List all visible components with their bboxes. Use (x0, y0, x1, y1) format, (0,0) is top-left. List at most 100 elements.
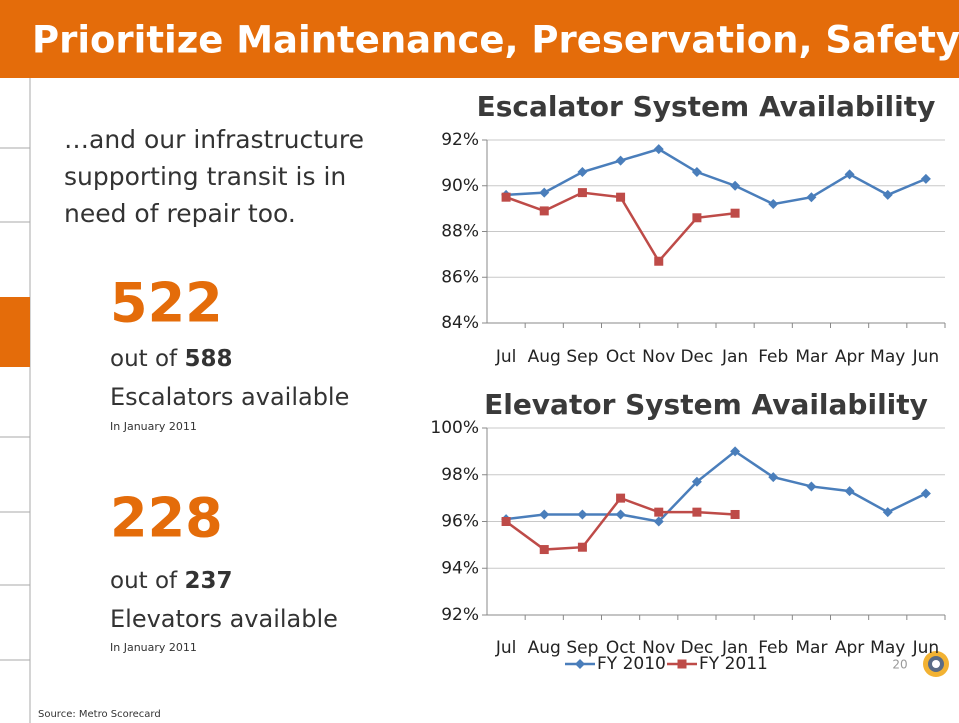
y-tick-label: 92% (441, 605, 479, 625)
point-marker (882, 189, 893, 200)
stat-note: In January 2011 (110, 420, 197, 433)
y-tick-label: 96% (441, 512, 479, 532)
x-tick-label: Dec (680, 347, 713, 367)
x-tick-label: Sep (566, 638, 598, 658)
stat-prefix: out of (110, 568, 178, 594)
slide-title: Prioritize Maintenance, Preservation, Sa… (32, 19, 959, 62)
y-tick-label: 86% (441, 267, 479, 287)
point-marker (920, 488, 931, 499)
title-bar (0, 0, 959, 78)
stat-label: Escalators available (110, 383, 349, 411)
x-tick-label: Mar (795, 638, 827, 658)
stat-label: Elevators available (110, 605, 338, 633)
point-marker (539, 509, 550, 520)
point-marker (616, 493, 626, 503)
x-tick-label: Jan (721, 347, 748, 367)
point-marker (730, 180, 741, 191)
point-marker (730, 446, 741, 457)
y-tick-label: 100% (430, 418, 479, 438)
x-tick-label: Feb (758, 347, 788, 367)
x-tick-label: Nov (642, 638, 675, 658)
y-tick-label: 84% (441, 313, 479, 333)
stat-note: In January 2011 (110, 641, 197, 654)
stat-number: 522 (110, 272, 223, 335)
point-marker (539, 545, 549, 555)
x-tick-label: Feb (758, 638, 788, 658)
point-marker (577, 542, 587, 552)
y-tick-label: 94% (441, 558, 479, 578)
x-tick-label: Jun (912, 347, 940, 367)
point-marker (539, 187, 550, 198)
point-marker (654, 507, 664, 517)
y-tick-label: 88% (441, 222, 479, 242)
intro-line: supporting transit is in (64, 162, 346, 191)
x-tick-label: Sep (566, 347, 598, 367)
point-marker (691, 167, 702, 178)
stat-prefix: out of (110, 346, 178, 372)
side-marker (0, 297, 30, 367)
intro-line: …and our infrastructure (64, 125, 364, 154)
x-tick-label: Oct (606, 347, 636, 367)
point-marker (768, 472, 779, 483)
series-line (505, 449, 927, 523)
point-marker (654, 256, 664, 266)
point-marker (575, 659, 585, 669)
point-marker (730, 509, 740, 519)
point-marker (882, 507, 893, 518)
stat-total-number: 237 (184, 568, 232, 594)
point-marker (691, 476, 702, 487)
point-marker (615, 509, 626, 520)
x-tick-label: May (870, 638, 905, 658)
stat-total: out of 237 (110, 568, 232, 594)
point-marker (577, 509, 588, 520)
logo-center (932, 660, 940, 668)
stat-number: 228 (110, 487, 223, 550)
x-tick-label: Apr (835, 638, 864, 658)
chart-title: Elevator System Availability (484, 388, 928, 421)
x-tick-label: Oct (606, 638, 636, 658)
intro-line: need of repair too. (64, 199, 296, 228)
chart-title: Escalator System Availability (477, 90, 936, 123)
point-marker (577, 167, 588, 178)
logo (923, 651, 949, 677)
point-marker (615, 155, 626, 166)
x-tick-label: Jul (495, 638, 517, 658)
x-tick-label: Nov (642, 347, 675, 367)
point-marker (616, 192, 626, 202)
point-marker (653, 516, 664, 527)
series-line (506, 147, 927, 206)
source: Source: Metro Scorecard (38, 709, 161, 720)
x-tick-label: Dec (680, 638, 713, 658)
point-marker (806, 192, 817, 203)
point-marker (844, 486, 855, 497)
legend-label: FY 2011 (699, 654, 768, 674)
point-marker (806, 481, 817, 492)
y-tick-label: 90% (441, 176, 479, 196)
x-tick-label: Jan (721, 638, 748, 658)
x-tick-label: Aug (528, 347, 561, 367)
point-marker (539, 206, 549, 216)
page-number: 20 (892, 658, 907, 672)
x-tick-label: Jul (495, 347, 517, 367)
x-tick-label: Aug (528, 638, 561, 658)
point-marker (501, 517, 511, 526)
point-marker (653, 144, 664, 155)
point-marker (768, 199, 779, 210)
stat-total-number: 588 (184, 346, 232, 372)
point-marker (920, 173, 931, 184)
x-tick-label: May (870, 347, 905, 367)
point-marker (844, 169, 855, 180)
x-tick-label: Jun (912, 638, 940, 658)
x-tick-label: Mar (795, 347, 827, 367)
point-marker (730, 208, 740, 218)
x-tick-label: Apr (835, 347, 864, 367)
stat-total: out of 588 (110, 346, 232, 372)
point-marker (692, 507, 702, 517)
y-tick-label: 98% (441, 465, 479, 485)
y-tick-label: 92% (441, 130, 479, 150)
point-marker (501, 192, 511, 202)
point-marker (677, 659, 687, 669)
